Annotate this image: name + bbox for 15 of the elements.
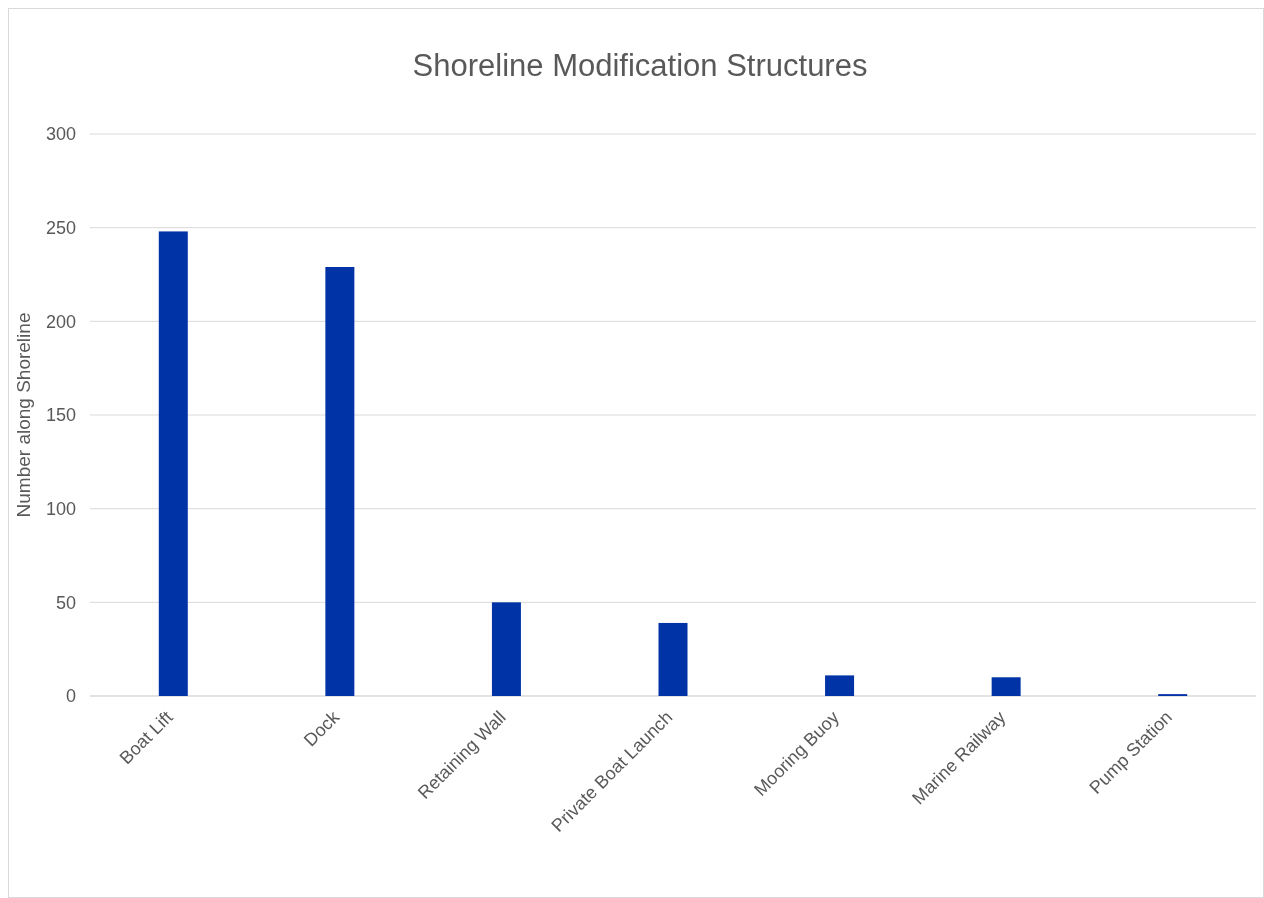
bar [491,602,521,696]
y-tick-label: 250 [45,217,76,238]
chart-title: Shoreline Modification Structures [412,48,868,83]
bar [325,267,355,696]
bar [825,675,855,696]
bar [991,677,1021,696]
y-tick-label: 150 [45,405,76,426]
bar [158,231,188,696]
bar [658,622,688,696]
y-tick-label: 200 [45,311,76,332]
y-tick-label: 300 [45,124,76,145]
y-axis-title: Number along Shoreline [13,312,34,518]
y-tick-label: 0 [65,686,76,707]
y-tick-label: 50 [55,592,76,613]
y-tick-label: 100 [45,498,76,519]
